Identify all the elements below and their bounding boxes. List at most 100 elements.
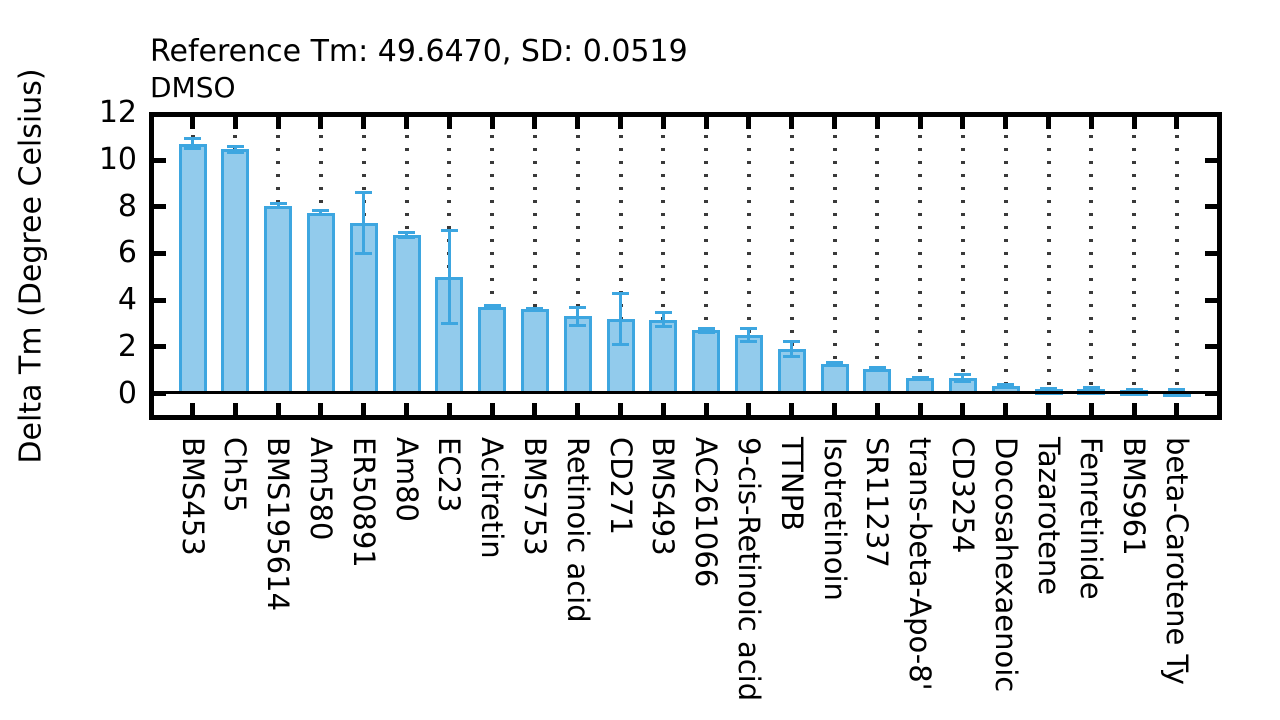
- x-tick-bottom: [660, 403, 666, 415]
- y-tick-left: [154, 344, 166, 350]
- x-tick-label: CD3254: [945, 437, 980, 554]
- x-tick-label: beta-Carotene Ty: [1159, 437, 1194, 685]
- bar: [563, 316, 592, 394]
- x-tick-bottom: [232, 403, 238, 415]
- y-tick-left: [154, 250, 166, 256]
- error-bar-cap-top: [612, 291, 629, 295]
- bar: [649, 319, 678, 394]
- y-tick-left: [154, 204, 166, 210]
- x-tick-top: [917, 117, 923, 129]
- plot-area: [149, 112, 1222, 420]
- x-tick-bottom: [1046, 403, 1051, 415]
- x-tick-top: [1088, 117, 1094, 129]
- x-tick-bottom: [746, 403, 752, 415]
- chart-title: Reference Tm: 49.6470, SD: 0.0519: [150, 34, 688, 69]
- error-bar: [191, 138, 194, 149]
- gridline: [832, 135, 837, 391]
- x-tick-bottom: [874, 403, 880, 415]
- error-bar-cap-bottom: [398, 235, 415, 239]
- error-bar-cap-bottom: [612, 342, 629, 346]
- x-tick-bottom: [917, 403, 923, 415]
- error-bar-cap-bottom: [312, 212, 330, 216]
- x-tick-label: Tazarotene: [1031, 437, 1066, 596]
- y-tick-label: 8: [117, 188, 137, 224]
- gridline: [789, 135, 794, 391]
- error-bar-cap-top: [911, 375, 929, 379]
- bar: [734, 335, 763, 394]
- x-tick-top: [404, 117, 409, 129]
- x-tick-bottom: [832, 403, 837, 415]
- x-tick-top: [960, 117, 966, 129]
- x-tick-label: SR11237: [860, 437, 895, 568]
- x-tick-label: BMS753: [517, 437, 552, 556]
- x-tick-label: trans-beta-Apo-8': [903, 437, 938, 691]
- gridline: [875, 135, 880, 391]
- x-tick-bottom: [532, 403, 538, 415]
- error-bar: [747, 328, 751, 342]
- x-tick-bottom: [1088, 403, 1094, 415]
- error-bar: [875, 367, 879, 371]
- x-tick-top: [1003, 117, 1009, 129]
- x-tick-top: [1046, 117, 1051, 129]
- error-bar-cap-bottom: [911, 377, 929, 381]
- error-bar-cap-bottom: [783, 355, 801, 359]
- error-bar-cap-top: [697, 327, 715, 331]
- y-tick-left: [154, 391, 166, 396]
- chart-subtitle: DMSO: [150, 71, 236, 104]
- x-tick-label: Isotretinoin: [817, 437, 852, 601]
- gridline: [918, 135, 923, 391]
- x-tick-top: [318, 117, 324, 129]
- error-bar-cap-top: [826, 361, 843, 365]
- x-tick-top: [1174, 117, 1180, 129]
- x-tick-top: [874, 117, 880, 129]
- y-tick-label: 4: [117, 282, 137, 318]
- y-tick-label: 10: [98, 142, 137, 177]
- error-bar: [790, 341, 794, 357]
- gridline: [532, 135, 537, 391]
- x-tick-label: BMS195614: [261, 437, 296, 612]
- error-bar-cap-bottom: [654, 325, 672, 329]
- x-tick-top: [575, 117, 581, 129]
- y-tick-right: [1205, 157, 1217, 163]
- x-tick-label: CD271: [603, 437, 638, 535]
- error-bar-cap-bottom: [868, 369, 886, 373]
- error-bar: [447, 230, 451, 324]
- x-tick-label: BMS493: [646, 437, 681, 556]
- error-bar-cap-bottom: [954, 380, 972, 384]
- y-tick-left: [154, 157, 166, 163]
- x-tick-top: [618, 117, 623, 129]
- error-bar-cap-bottom: [440, 321, 458, 325]
- zero-axis-line: [152, 391, 1218, 394]
- x-tick-label: 9-cis-Retinoic acid: [731, 437, 766, 702]
- error-bar-cap-bottom: [226, 150, 244, 154]
- error-bar: [362, 192, 366, 254]
- x-tick-top: [789, 117, 795, 129]
- gridline: [618, 135, 623, 391]
- x-tick-top: [532, 117, 538, 129]
- error-bar-cap-bottom: [697, 330, 715, 334]
- x-tick-label: BMS961: [1117, 437, 1152, 556]
- error-bar-cap-bottom: [526, 309, 544, 313]
- error-bar-cap-bottom: [1125, 389, 1143, 393]
- error-bar-cap-top: [440, 228, 458, 232]
- x-tick-bottom: [703, 403, 709, 415]
- bar: [264, 205, 293, 394]
- bar: [478, 307, 507, 394]
- gridline: [1132, 135, 1137, 391]
- error-bar-cap-bottom: [826, 364, 843, 368]
- x-tick-top: [660, 117, 666, 129]
- error-bar: [619, 293, 622, 345]
- x-tick-bottom: [575, 403, 581, 415]
- x-tick-label: AC261066: [689, 437, 724, 588]
- x-tick-top: [446, 117, 452, 129]
- x-tick-label: ER50891: [346, 437, 381, 568]
- error-bar-cap-top: [997, 383, 1015, 387]
- x-tick-top: [489, 117, 495, 129]
- bar: [692, 330, 721, 394]
- error-bar: [704, 328, 708, 333]
- error-bar-cap-top: [783, 339, 801, 343]
- gridline: [960, 135, 965, 391]
- x-tick-label: Fenretinide: [1074, 437, 1109, 600]
- error-bar-cap-top: [184, 137, 201, 141]
- bar: [520, 309, 549, 394]
